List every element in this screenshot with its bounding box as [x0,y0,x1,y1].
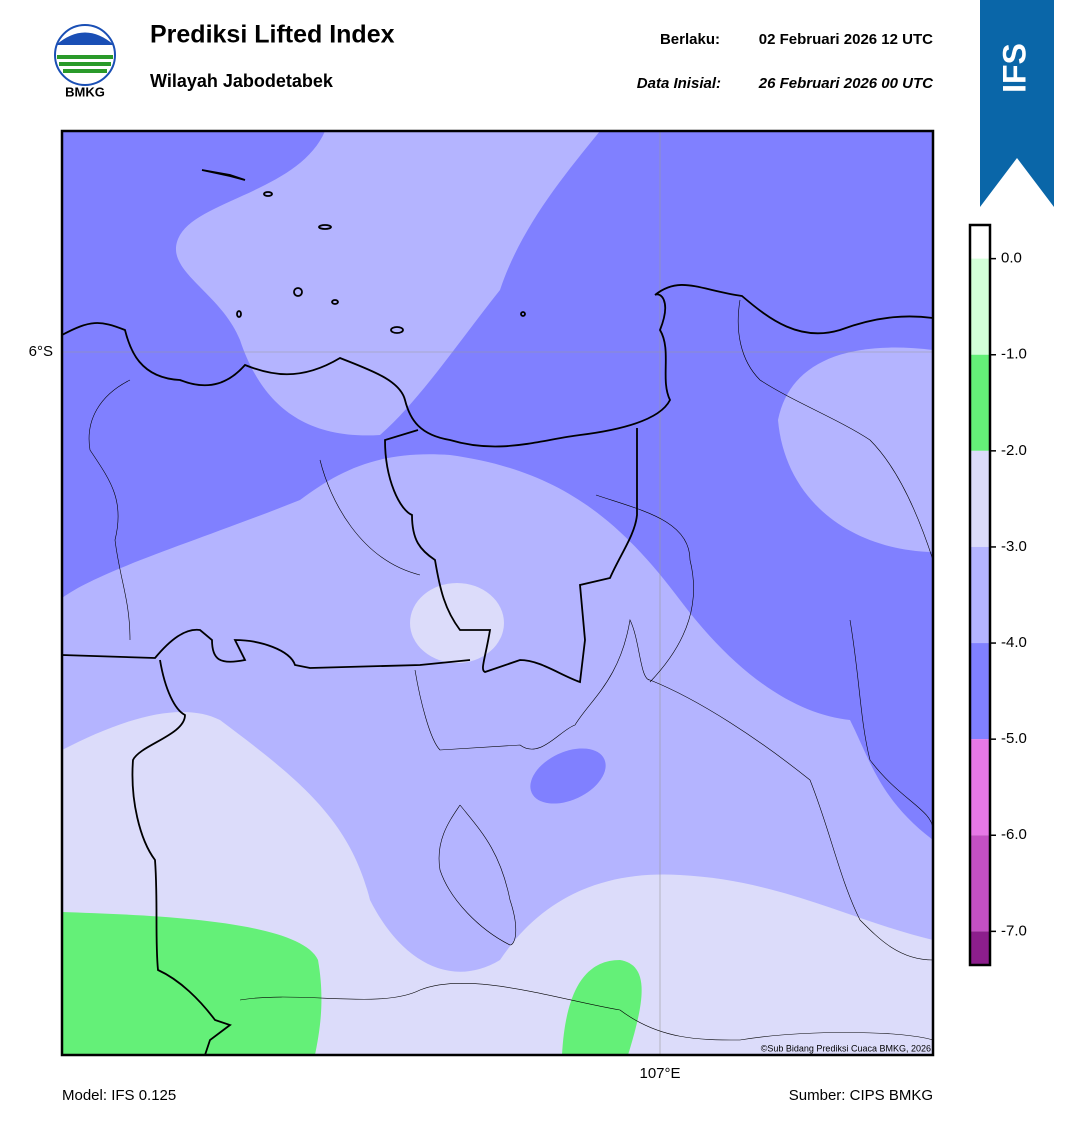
source: Sumber: CIPS BMKG [789,1087,933,1104]
colorbar-segment [970,225,990,259]
colorbar-segment [970,931,990,965]
colorbar-segment [970,643,990,740]
subtitle: Wilayah Jabodetabek [150,71,334,91]
map-frame [60,129,935,1057]
init-time: 26 Februari 2026 00 UTC [758,75,934,92]
badge-text: IFS [996,43,1032,93]
badge [980,0,1054,207]
coastline [62,284,933,448]
init-label: Data Inisial: [637,75,721,92]
contour-fill [778,347,933,552]
colorbar-segment [970,835,990,932]
colorbar-tick-label: 0.0 [1001,250,1022,267]
islands [201,169,526,334]
colorbar-tick-label: -5.0 [1001,730,1027,747]
province-border [62,628,471,669]
colorbar-segment [970,258,990,355]
contour-fill [562,960,642,1055]
colorbar-tick-label: -6.0 [1001,826,1027,843]
admin-border [88,299,933,1041]
logo-text: BMKG [65,84,105,99]
lat-label: 6°S [29,343,53,360]
colorbar-frame [968,223,992,967]
contour-fill [175,131,600,436]
contour-fill [530,748,606,804]
colorbar-tick-label: -4.0 [1001,634,1027,651]
colorbar-segment [970,739,990,836]
colorbar-tick-label: -2.0 [1001,442,1027,459]
valid-label: Berlaku: [660,31,720,48]
credit: ©Sub Bidang Prediksi Cuaca BMKG, 2026 [761,1043,931,1053]
colorbar: 0.0 -1.0 -2.0 -3.0 -4.0 -5.0 -6.0 -7.0 [968,223,1027,967]
colorbar-segment [970,354,990,451]
model: Model: IFS 0.125 [62,1087,176,1104]
map [62,131,933,1055]
province-border [131,659,232,1055]
province-border [384,428,638,684]
colorbar-tick-label: -1.0 [1001,346,1027,363]
colorbar-tick-label: -7.0 [1001,922,1027,939]
valid-time: 02 Februari 2026 12 UTC [759,31,933,48]
colorbar-segment [970,450,990,547]
title: Prediksi Lifted Index [150,21,395,49]
contour-fill [62,912,322,1055]
colorbar-tick-label: -3.0 [1001,538,1027,555]
lon-label: 107°E [639,1065,680,1082]
contour-fill [410,583,504,663]
logo: BMKG [54,24,116,99]
colorbar-segment [970,546,990,644]
